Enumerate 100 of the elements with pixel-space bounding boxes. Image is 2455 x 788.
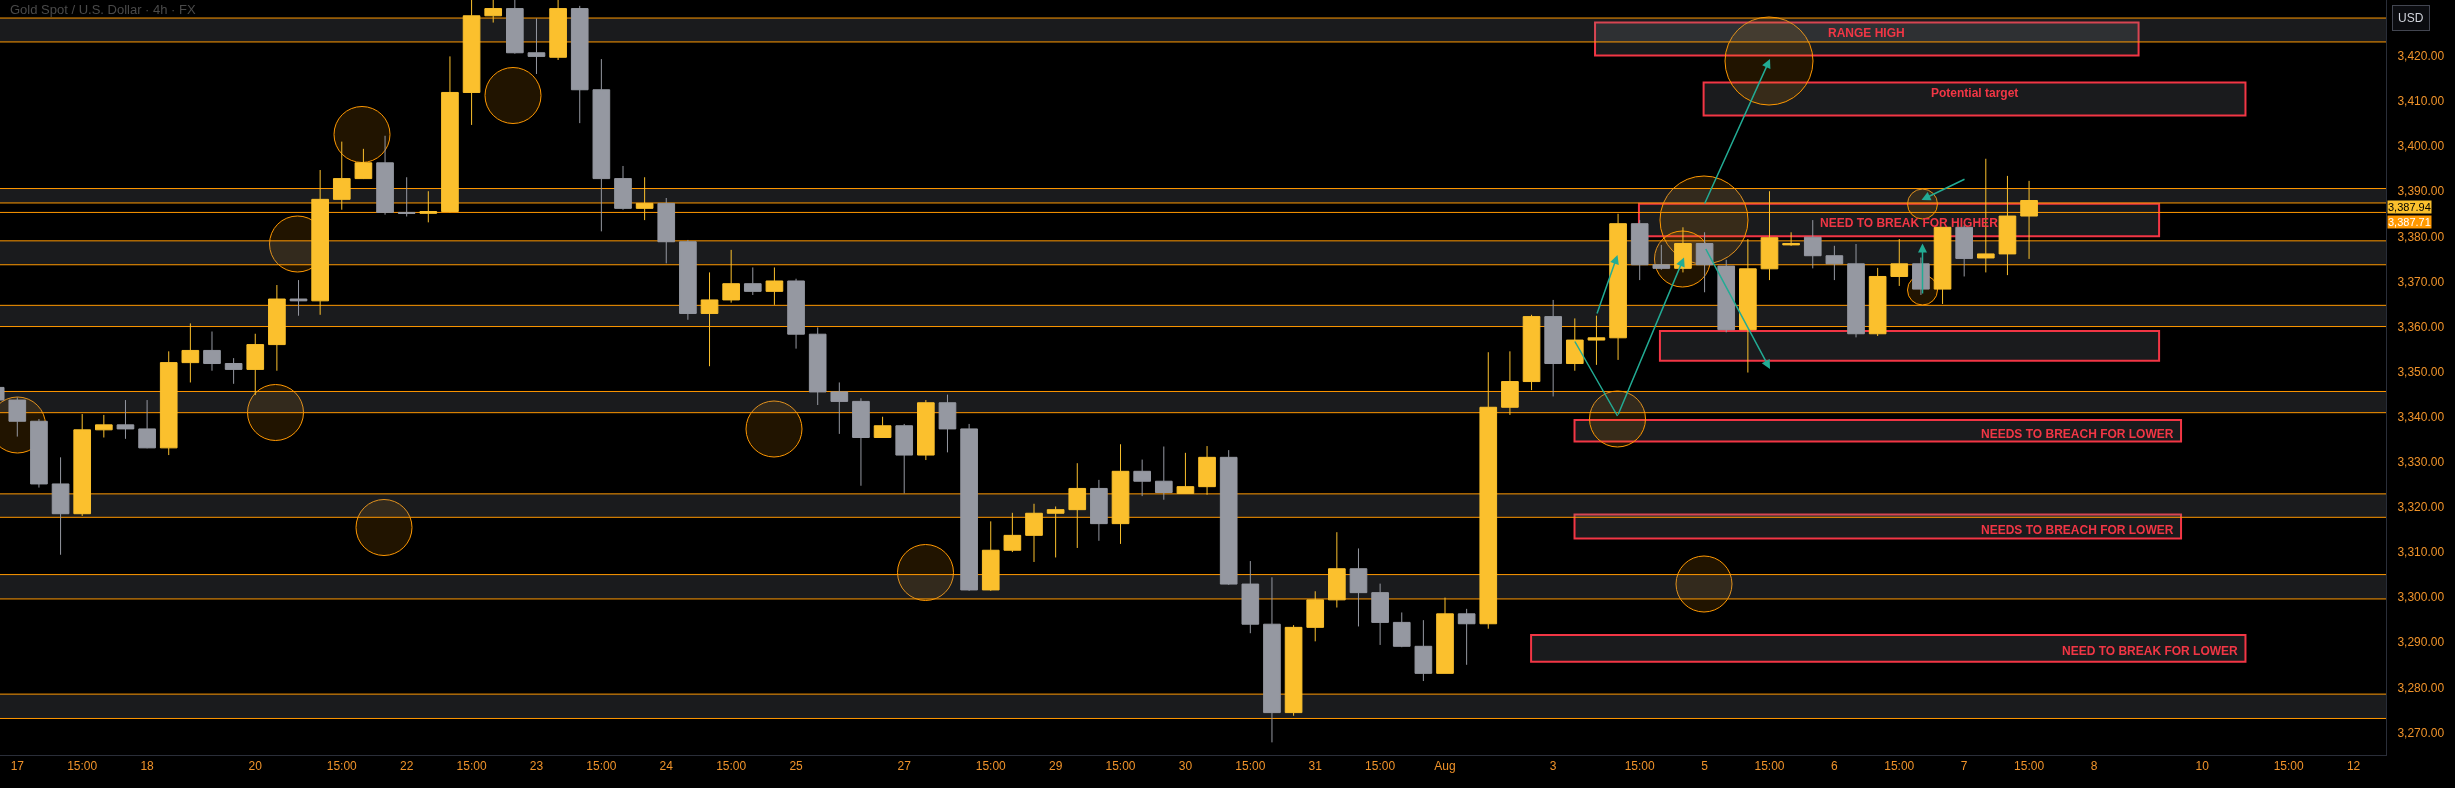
- y-tick-label: 3,320.00: [2397, 500, 2445, 515]
- candlestick: [917, 399, 935, 461]
- candlestick: [895, 423, 914, 494]
- candlestick: [657, 197, 676, 264]
- candlestick: [1025, 503, 1043, 563]
- candlestick: [73, 413, 92, 517]
- candlestick: [1890, 238, 1909, 287]
- y-tick-label: 3,270.00: [2397, 725, 2445, 740]
- candlestick: [614, 165, 632, 211]
- candlestick: [873, 416, 892, 438]
- x-tick-label: 5: [1701, 759, 1709, 774]
- x-tick-label: 27: [897, 759, 912, 774]
- text: 3,387.71: [2388, 216, 2431, 228]
- candlestick: [1090, 479, 1108, 542]
- candlestick: [549, 0, 567, 61]
- candlestick: [1803, 219, 1822, 269]
- candlestick: [1825, 245, 1844, 281]
- band-label: NEEDS TO BREACH FOR LOWER: [1981, 523, 2174, 537]
- y-tick-label: 3,350.00: [2397, 364, 2445, 379]
- x-tick-label: 22: [400, 759, 414, 774]
- candlestick: [1739, 238, 1757, 374]
- y-tick-label: 3,390.00: [2397, 184, 2445, 199]
- x-tick-label: 3: [1549, 759, 1557, 774]
- candlestick: [51, 456, 70, 556]
- x-tick-label: 15:00: [1105, 759, 1136, 774]
- candlestick: [1154, 446, 1173, 501]
- chart-title: Gold Spot / U.S. Dollar · 4h · FX: [10, 1, 196, 17]
- candlestick: [1176, 452, 1195, 494]
- candlestick: [700, 271, 719, 367]
- x-tick-label: 15:00: [1884, 759, 1915, 774]
- y-tick-label: 3,280.00: [2397, 680, 2445, 695]
- candlestick: [852, 397, 870, 487]
- candlestick: [1522, 314, 1541, 391]
- candlestick: [1111, 443, 1130, 545]
- x-tick-label: 12: [2346, 759, 2361, 774]
- candlestick: [1003, 512, 1022, 553]
- text: USD: [2398, 11, 2424, 25]
- y-tick-label: 3,380.00: [2397, 229, 2445, 244]
- candlestick: [1933, 226, 1952, 305]
- y-tick-label: 3,330.00: [2397, 455, 2445, 470]
- x-tick-label: 15:00: [456, 759, 487, 774]
- x-tick-label: 15:00: [716, 759, 747, 774]
- x-tick-label: 30: [1178, 759, 1193, 774]
- candlestick: [1133, 459, 1151, 497]
- candlestick: [332, 141, 351, 211]
- x-tick-label: 20: [248, 759, 263, 774]
- candlestick: [570, 5, 589, 124]
- x-tick-label: 24: [659, 759, 674, 774]
- x-tick-label: 15:00: [67, 759, 98, 774]
- candlestick: [938, 394, 957, 453]
- candlestick: [1868, 267, 1887, 337]
- candlestick: [1847, 243, 1865, 338]
- candlestick: [159, 350, 178, 456]
- x-tick-label: 15:00: [2273, 759, 2304, 774]
- x-tick-label: 15:00: [1754, 759, 1785, 774]
- x-tick-label: 31: [1308, 759, 1323, 774]
- candlestick: [268, 284, 286, 372]
- x-tick-label: 15:00: [1365, 759, 1396, 774]
- candlestick: [635, 176, 654, 221]
- x-tick-label: 7: [1960, 759, 1968, 774]
- candlestick: [376, 135, 394, 216]
- candlestick: [95, 414, 113, 438]
- candlestick: [506, 0, 524, 55]
- candlestick: [484, 0, 503, 24]
- candlestick: [8, 396, 27, 438]
- candlestick: [1392, 611, 1411, 648]
- candlestick: [1587, 315, 1606, 366]
- x-tick-label: 15:00: [2014, 759, 2045, 774]
- candlestick: [1371, 583, 1389, 646]
- y-tick-label: 3,410.00: [2397, 94, 2445, 109]
- band-label: RANGE HIGH: [1828, 26, 1905, 40]
- candlestick: [181, 322, 200, 383]
- candlestick: [592, 58, 611, 232]
- x-tick-label: 15:00: [326, 759, 358, 774]
- candlestick: [1068, 462, 1087, 549]
- x-tick-label: Aug: [1434, 759, 1456, 774]
- candlestick: [224, 357, 243, 385]
- candlestick: [679, 239, 697, 321]
- candlestick: [960, 423, 978, 592]
- candlestick: [1198, 445, 1216, 496]
- x-tick-label: 15:00: [586, 759, 617, 774]
- x-tick-label: 15:00: [975, 759, 1007, 774]
- candlestick: [311, 169, 329, 316]
- candlestick: [1241, 560, 1260, 634]
- x-tick-label: 10: [2195, 759, 2210, 774]
- candlestick: [1565, 317, 1584, 372]
- candlestick: [1328, 531, 1346, 609]
- x-tick-label: 29: [1048, 759, 1063, 774]
- x-tick-label: 15:00: [1235, 759, 1266, 774]
- candlestick: [30, 418, 48, 489]
- candlestick: [527, 17, 546, 75]
- candlestick: [722, 249, 740, 304]
- candlestick: [981, 520, 1000, 592]
- candlestick: [787, 278, 805, 350]
- candlestick: [397, 176, 416, 217]
- y-tick-label: 3,340.00: [2397, 409, 2445, 424]
- y-tick-label: 3,290.00: [2397, 635, 2445, 650]
- x-tick-label: 25: [789, 759, 804, 774]
- candlestick: [441, 55, 459, 213]
- candlestick: [2020, 180, 2038, 260]
